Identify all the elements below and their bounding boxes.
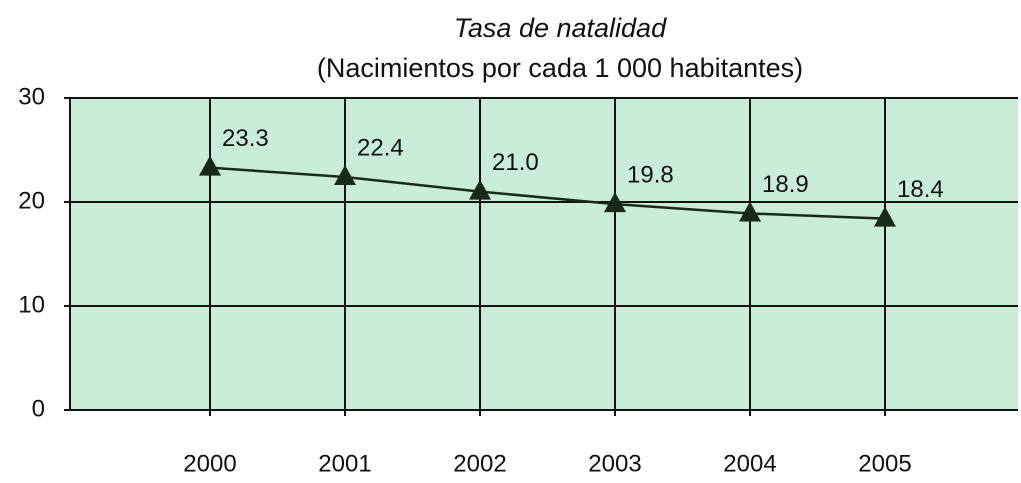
marker: [334, 165, 356, 186]
data-label: 19.8: [627, 161, 674, 188]
x-tick-label: 2001: [318, 450, 371, 477]
data-label: 21.0: [492, 149, 539, 176]
marker: [199, 155, 221, 176]
y-tick-label: 0: [32, 395, 45, 422]
marker: [604, 192, 626, 213]
data-label: 18.4: [897, 176, 944, 203]
x-tick-label: 2003: [588, 450, 641, 477]
y-tick-label: 10: [18, 291, 45, 318]
x-tick-label: 2002: [453, 450, 506, 477]
y-tick-label: 30: [18, 83, 45, 110]
x-tick-label: 2004: [723, 450, 776, 477]
y-tick-label: 20: [18, 187, 45, 214]
plot-area: [70, 98, 1018, 410]
marker: [469, 179, 491, 200]
line: [209, 166, 886, 220]
chart-subtitle: (Nacimientos por cada 1 000 habitantes): [317, 53, 803, 83]
data-label: 22.4: [357, 134, 404, 161]
data-label: 18.9: [762, 171, 809, 198]
marker: [739, 201, 761, 222]
chart-title: Tasa de natalidad: [454, 13, 667, 43]
x-tick-label: 2000: [183, 450, 236, 477]
data-label: 23.3: [222, 125, 269, 152]
marker: [874, 206, 896, 227]
x-tick-label: 2005: [858, 450, 911, 477]
